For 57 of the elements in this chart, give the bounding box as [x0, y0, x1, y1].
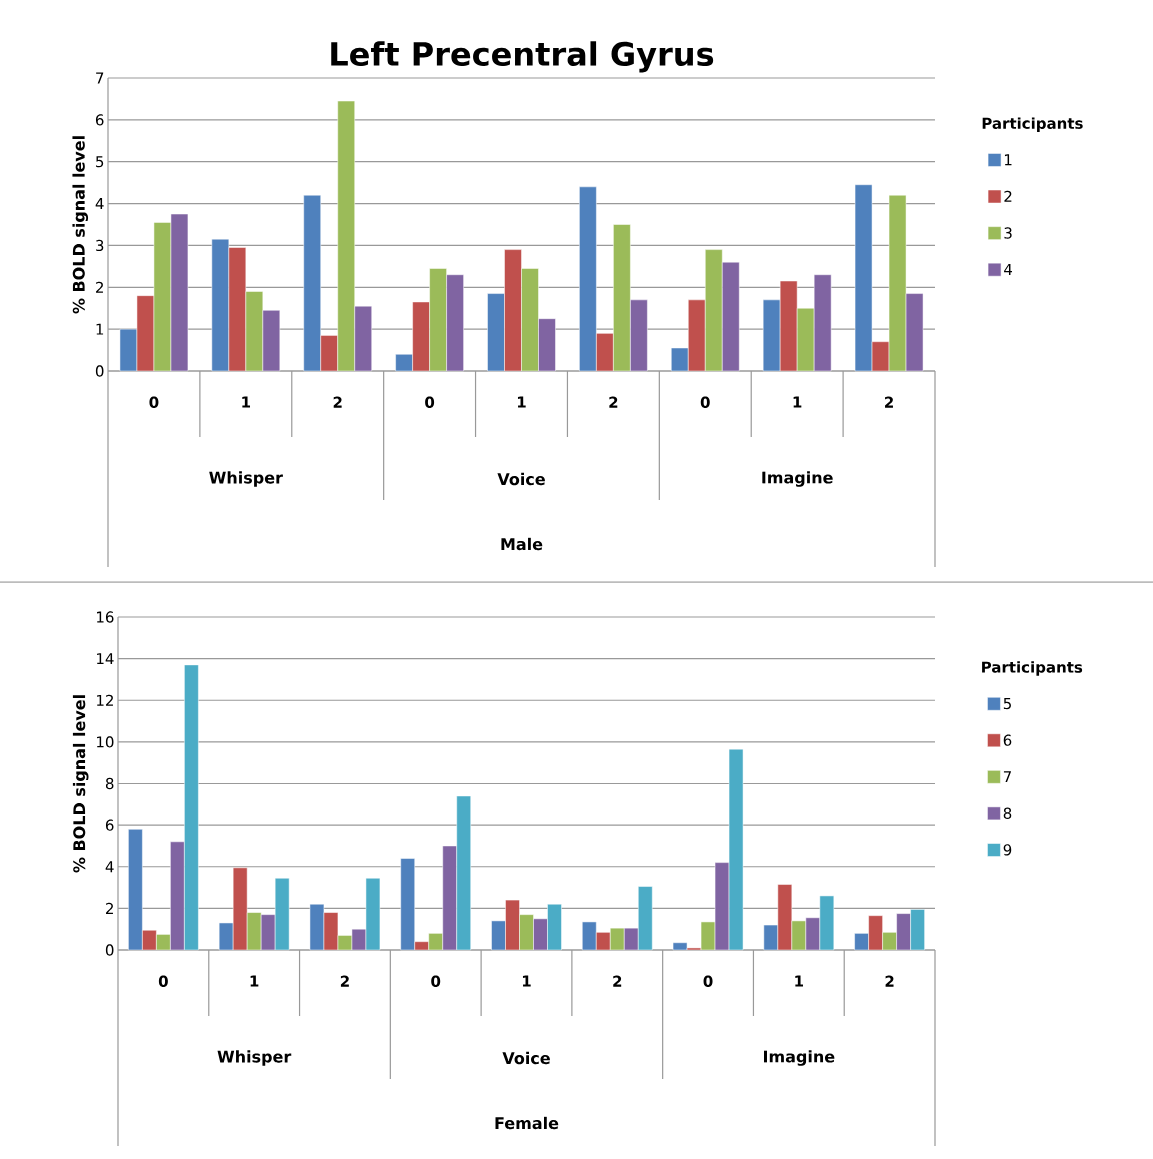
legend-label: 5 — [1003, 698, 1011, 710]
legend-label: 1 — [1004, 154, 1012, 166]
legend-label: 3 — [1004, 227, 1012, 239]
text: Whisper — [209, 471, 283, 487]
y-tick-label: 6 — [95, 114, 104, 126]
x-tick-label: 1 — [795, 975, 804, 987]
chart-title: Left Precentral Gyrus — [331, 41, 714, 73]
y-tick-label: 2 — [96, 281, 103, 293]
x-tick-label: 2 — [613, 975, 622, 987]
text: Imagine — [764, 1050, 835, 1066]
y-tick-label: 0 — [95, 365, 104, 377]
x-tick-label: 2 — [340, 975, 349, 987]
legend-label: 7 — [1003, 771, 1011, 783]
y-tick-label: 6 — [105, 819, 114, 831]
legend-label: 4 — [1004, 263, 1013, 275]
x-tick-label: 1 — [242, 396, 251, 408]
legend-label: 9 — [1003, 844, 1012, 856]
x-tick-label: 2 — [609, 396, 618, 408]
x-tick-label: 1 — [250, 975, 259, 987]
x-tick-label: 2 — [333, 396, 342, 408]
x-tick-label: 2 — [885, 396, 893, 408]
x-tick-label: 0 — [425, 396, 435, 408]
y-tick-label: 8 — [105, 777, 114, 790]
x-axis-title: Female — [495, 1116, 559, 1130]
x-tick-label: 1 — [517, 396, 526, 408]
y-tick-label: 10 — [97, 736, 114, 748]
x-tick-label: 0 — [700, 396, 710, 408]
y-tick-label: 12 — [97, 694, 113, 706]
legend-label: 6 — [1003, 734, 1012, 746]
legend-label: 8 — [1003, 807, 1012, 819]
y-tick-label: 14 — [97, 653, 114, 665]
text: Voice — [502, 1051, 550, 1065]
y-tick-label: 4 — [95, 198, 104, 210]
x-tick-label: 1 — [793, 396, 802, 408]
x-tick-label: 0 — [703, 975, 713, 987]
x-tick-label: 0 — [149, 396, 159, 408]
y-tick-label: 5 — [96, 156, 104, 168]
y-axis-title: % BOLD signal level — [72, 136, 89, 314]
x-axis-title: Male — [501, 537, 543, 551]
y-tick-label: 16 — [97, 611, 114, 623]
legend-label: 2 — [1004, 190, 1012, 202]
y-tick-label: 3 — [96, 239, 104, 252]
y-tick-label: 2 — [106, 902, 113, 914]
legend-title: Participants — [982, 661, 1083, 676]
y-tick-label: 4 — [105, 861, 114, 873]
legend-title: Participants — [982, 117, 1083, 132]
x-tick-label: 2 — [885, 975, 894, 987]
y-tick-label: 1 — [96, 323, 104, 335]
x-tick-label: 0 — [431, 975, 441, 987]
y-tick-label: 7 — [96, 72, 104, 84]
x-tick-label: 0 — [158, 975, 168, 987]
text: Voice — [497, 472, 545, 486]
x-tick-label: 1 — [522, 975, 531, 987]
text: Imagine — [762, 471, 833, 487]
text: Whisper — [217, 1050, 292, 1066]
y-tick-label: 0 — [105, 944, 114, 956]
y-axis-title: % BOLD signal level — [72, 695, 89, 873]
